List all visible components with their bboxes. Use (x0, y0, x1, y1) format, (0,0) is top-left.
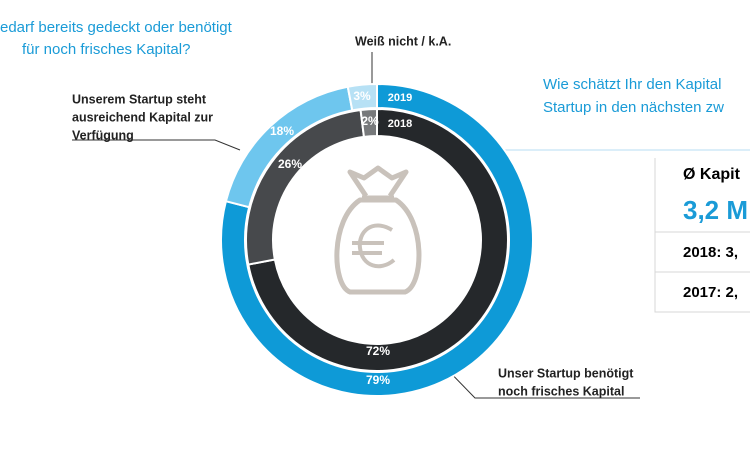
value-label: 72% (366, 344, 390, 358)
value-label: 26% (278, 157, 302, 171)
side-row: 2017: 2, (683, 284, 738, 301)
category-label: noch frisches Kapital (498, 384, 624, 398)
value-label: 2% (361, 114, 379, 128)
side-row: 2018: 3, (683, 244, 738, 261)
side-question: Wie schätzt Ihr den Kapital (543, 76, 721, 93)
money-bag-icon (334, 165, 422, 295)
value-label: 18% (270, 124, 294, 138)
category-label: Unserem Startup steht (72, 92, 207, 106)
donut-segment (247, 107, 509, 372)
side-question: Startup in den nächsten zw (543, 99, 724, 116)
category-label: Unser Startup benötigt (498, 366, 634, 380)
series-label: 2019 (388, 92, 412, 104)
category-label: ausreichend Kapital zur (72, 110, 213, 124)
panel-box (654, 158, 750, 313)
side-heading: Ø Kapit (683, 166, 741, 183)
title-line: edarf bereits gedeckt oder benötigt (0, 19, 233, 36)
category-label: Verfügung (72, 128, 134, 142)
category-label: Weiß nicht / k.A. (355, 34, 451, 48)
side-value: 3,2 M (683, 195, 748, 225)
value-label: 79% (366, 373, 390, 387)
series-label: 2018 (388, 118, 412, 130)
donut-segment (359, 107, 378, 138)
value-label: 3% (353, 89, 371, 103)
title-line: für noch frisches Kapital? (22, 41, 190, 58)
